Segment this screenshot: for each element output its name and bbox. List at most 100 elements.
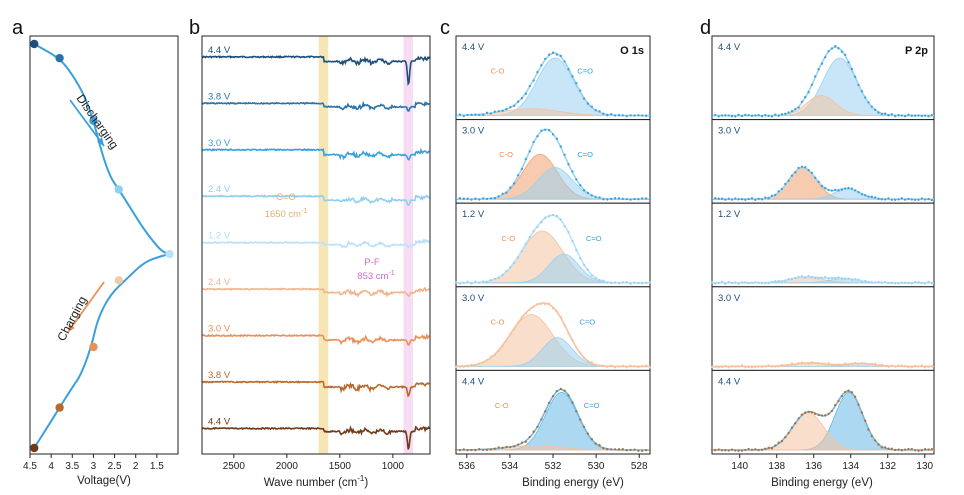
xps-data-point xyxy=(582,97,586,100)
xps-data-point xyxy=(737,282,740,285)
xps-data-point xyxy=(644,448,648,452)
xps-data-point xyxy=(648,366,652,369)
xps-voltage-label: 4.4 V xyxy=(718,376,741,387)
xps-data-point xyxy=(903,115,907,118)
xps-data-point xyxy=(617,197,621,200)
xps-data-point xyxy=(730,115,734,118)
ftir-spectrum xyxy=(201,238,431,249)
xps-data-point xyxy=(820,414,824,417)
xps-data-point xyxy=(458,197,462,200)
xps-data-point xyxy=(617,282,621,285)
xps-data-point xyxy=(884,112,887,115)
x-tick-label: 4 xyxy=(48,461,54,472)
charging-label: Charging xyxy=(54,294,89,344)
xps-bond-label: C-O xyxy=(491,67,505,76)
xps-bond-label: C-O xyxy=(501,234,515,243)
xps-voltage-label: 3.0 V xyxy=(462,126,485,137)
xps-data-point xyxy=(787,364,790,367)
xps-data-point xyxy=(827,412,830,415)
xps-data-point xyxy=(613,197,617,200)
pf-band-value-sup: -1 xyxy=(388,270,394,277)
xps-data-point xyxy=(648,115,652,118)
xps-voltage-label: 4.4 V xyxy=(718,42,741,53)
xps-data-point xyxy=(501,446,504,449)
xps-data-point xyxy=(910,114,913,117)
xps-data-point xyxy=(462,281,465,285)
xps-data-point xyxy=(629,198,632,201)
xps-data-point xyxy=(575,410,578,413)
xps-data-point xyxy=(567,332,570,335)
xps-data-point xyxy=(513,182,516,185)
xps-data-point xyxy=(485,448,489,452)
xps-data-point xyxy=(547,302,551,305)
xps-data-point xyxy=(497,276,500,279)
xps-data-point xyxy=(764,447,767,450)
xps-data-point xyxy=(606,448,609,451)
xps-data-point xyxy=(528,308,531,312)
xps-data-point xyxy=(744,281,747,284)
xps-data-point xyxy=(897,364,900,367)
xps-data-point xyxy=(920,449,923,452)
xps-data-point xyxy=(840,50,844,53)
charging-arrow xyxy=(67,281,105,333)
xps-data-point xyxy=(870,195,873,198)
xps-data-point xyxy=(810,171,814,174)
panel-a-frame xyxy=(29,35,179,455)
xps-data-point xyxy=(800,361,804,364)
xps-data-point xyxy=(834,188,837,192)
xps-data-point xyxy=(757,197,760,200)
xps-data-point xyxy=(594,442,597,445)
xps-data-point xyxy=(737,113,740,116)
xps-data-point xyxy=(730,281,734,285)
xps-data-point xyxy=(814,75,817,78)
xps-data-point xyxy=(854,189,857,192)
xps-data-point xyxy=(610,197,613,201)
xps-data-point xyxy=(710,113,714,117)
xps-data-point xyxy=(890,364,893,367)
xps-data-point xyxy=(834,363,837,367)
xps-data-point xyxy=(724,114,727,117)
xps-data-point xyxy=(794,171,797,174)
xps-data-point xyxy=(767,114,770,118)
xps-bond-label: C=O xyxy=(584,401,600,410)
xps-data-point xyxy=(830,189,834,192)
xps-data-point xyxy=(760,115,764,118)
xps-data-point xyxy=(740,364,744,367)
xps-data-point xyxy=(804,411,807,414)
xps-data-point xyxy=(516,443,520,446)
xps-data-point xyxy=(625,114,628,118)
panel-d-xlabel: Binding energy (eV) xyxy=(771,477,873,489)
xps-data-point xyxy=(714,113,717,117)
xps-data-point xyxy=(641,282,644,285)
xps-data-point xyxy=(727,366,730,369)
xps-data-point xyxy=(920,281,923,285)
panel-d-x-ticks: 140 138 136 134 132 130 xyxy=(731,454,934,472)
discharging-arrow xyxy=(69,99,105,147)
xps-data-point xyxy=(754,448,757,451)
xps-data-point xyxy=(917,365,920,368)
xps-data-point xyxy=(602,112,605,115)
xps-data-point xyxy=(563,389,566,392)
xps-data-point xyxy=(850,278,854,281)
xps-data-point xyxy=(770,115,774,118)
xps-data-point xyxy=(737,449,740,452)
xps-data-point xyxy=(613,448,617,451)
xps-data-point xyxy=(571,75,574,78)
xps-data-point xyxy=(913,449,917,452)
xps-data-point xyxy=(747,447,750,451)
xps-data-point xyxy=(606,198,609,201)
spectrum-voltage-label: 2.4 V xyxy=(208,184,231,195)
xps-data-point xyxy=(594,109,597,112)
xps-data-point xyxy=(633,197,636,201)
xps-data-point xyxy=(930,281,933,285)
xps-data-point xyxy=(586,360,590,363)
xps-data-point xyxy=(784,279,787,283)
pf-band xyxy=(403,36,414,454)
xps-data-point xyxy=(621,448,624,451)
xps-data-point xyxy=(764,282,767,285)
xps-data-point xyxy=(462,365,465,369)
xps-data-point xyxy=(897,282,900,285)
xps-data-point xyxy=(903,365,907,368)
xps-data-point xyxy=(867,428,870,431)
xps-data-point xyxy=(900,449,903,452)
